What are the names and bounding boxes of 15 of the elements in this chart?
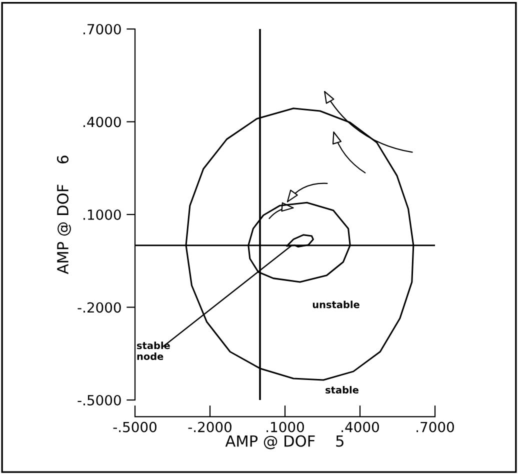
- y-tick-label: .4000: [84, 116, 121, 128]
- x-tick-label: .7000: [416, 422, 454, 432]
- annotation: stable node: [137, 342, 170, 360]
- x-tick-label: -.2000: [188, 422, 232, 432]
- y-axis-title: AMP @ DOF 6: [56, 156, 71, 274]
- y-tick-label: .7000: [84, 24, 121, 34]
- annotation: stable: [326, 386, 358, 394]
- x-tick-label: .1000: [266, 422, 304, 432]
- annotation: unstable: [312, 300, 360, 308]
- y-tick-label: -.5000: [78, 394, 121, 406]
- x-tick-label: -.5000: [113, 422, 156, 432]
- y-tick-label: -.2000: [78, 302, 121, 313]
- x-tick-label: .4000: [342, 422, 379, 432]
- y-tick-label: .1000: [84, 209, 121, 220]
- x-axis-title: AMP @ DOF 5: [225, 435, 344, 450]
